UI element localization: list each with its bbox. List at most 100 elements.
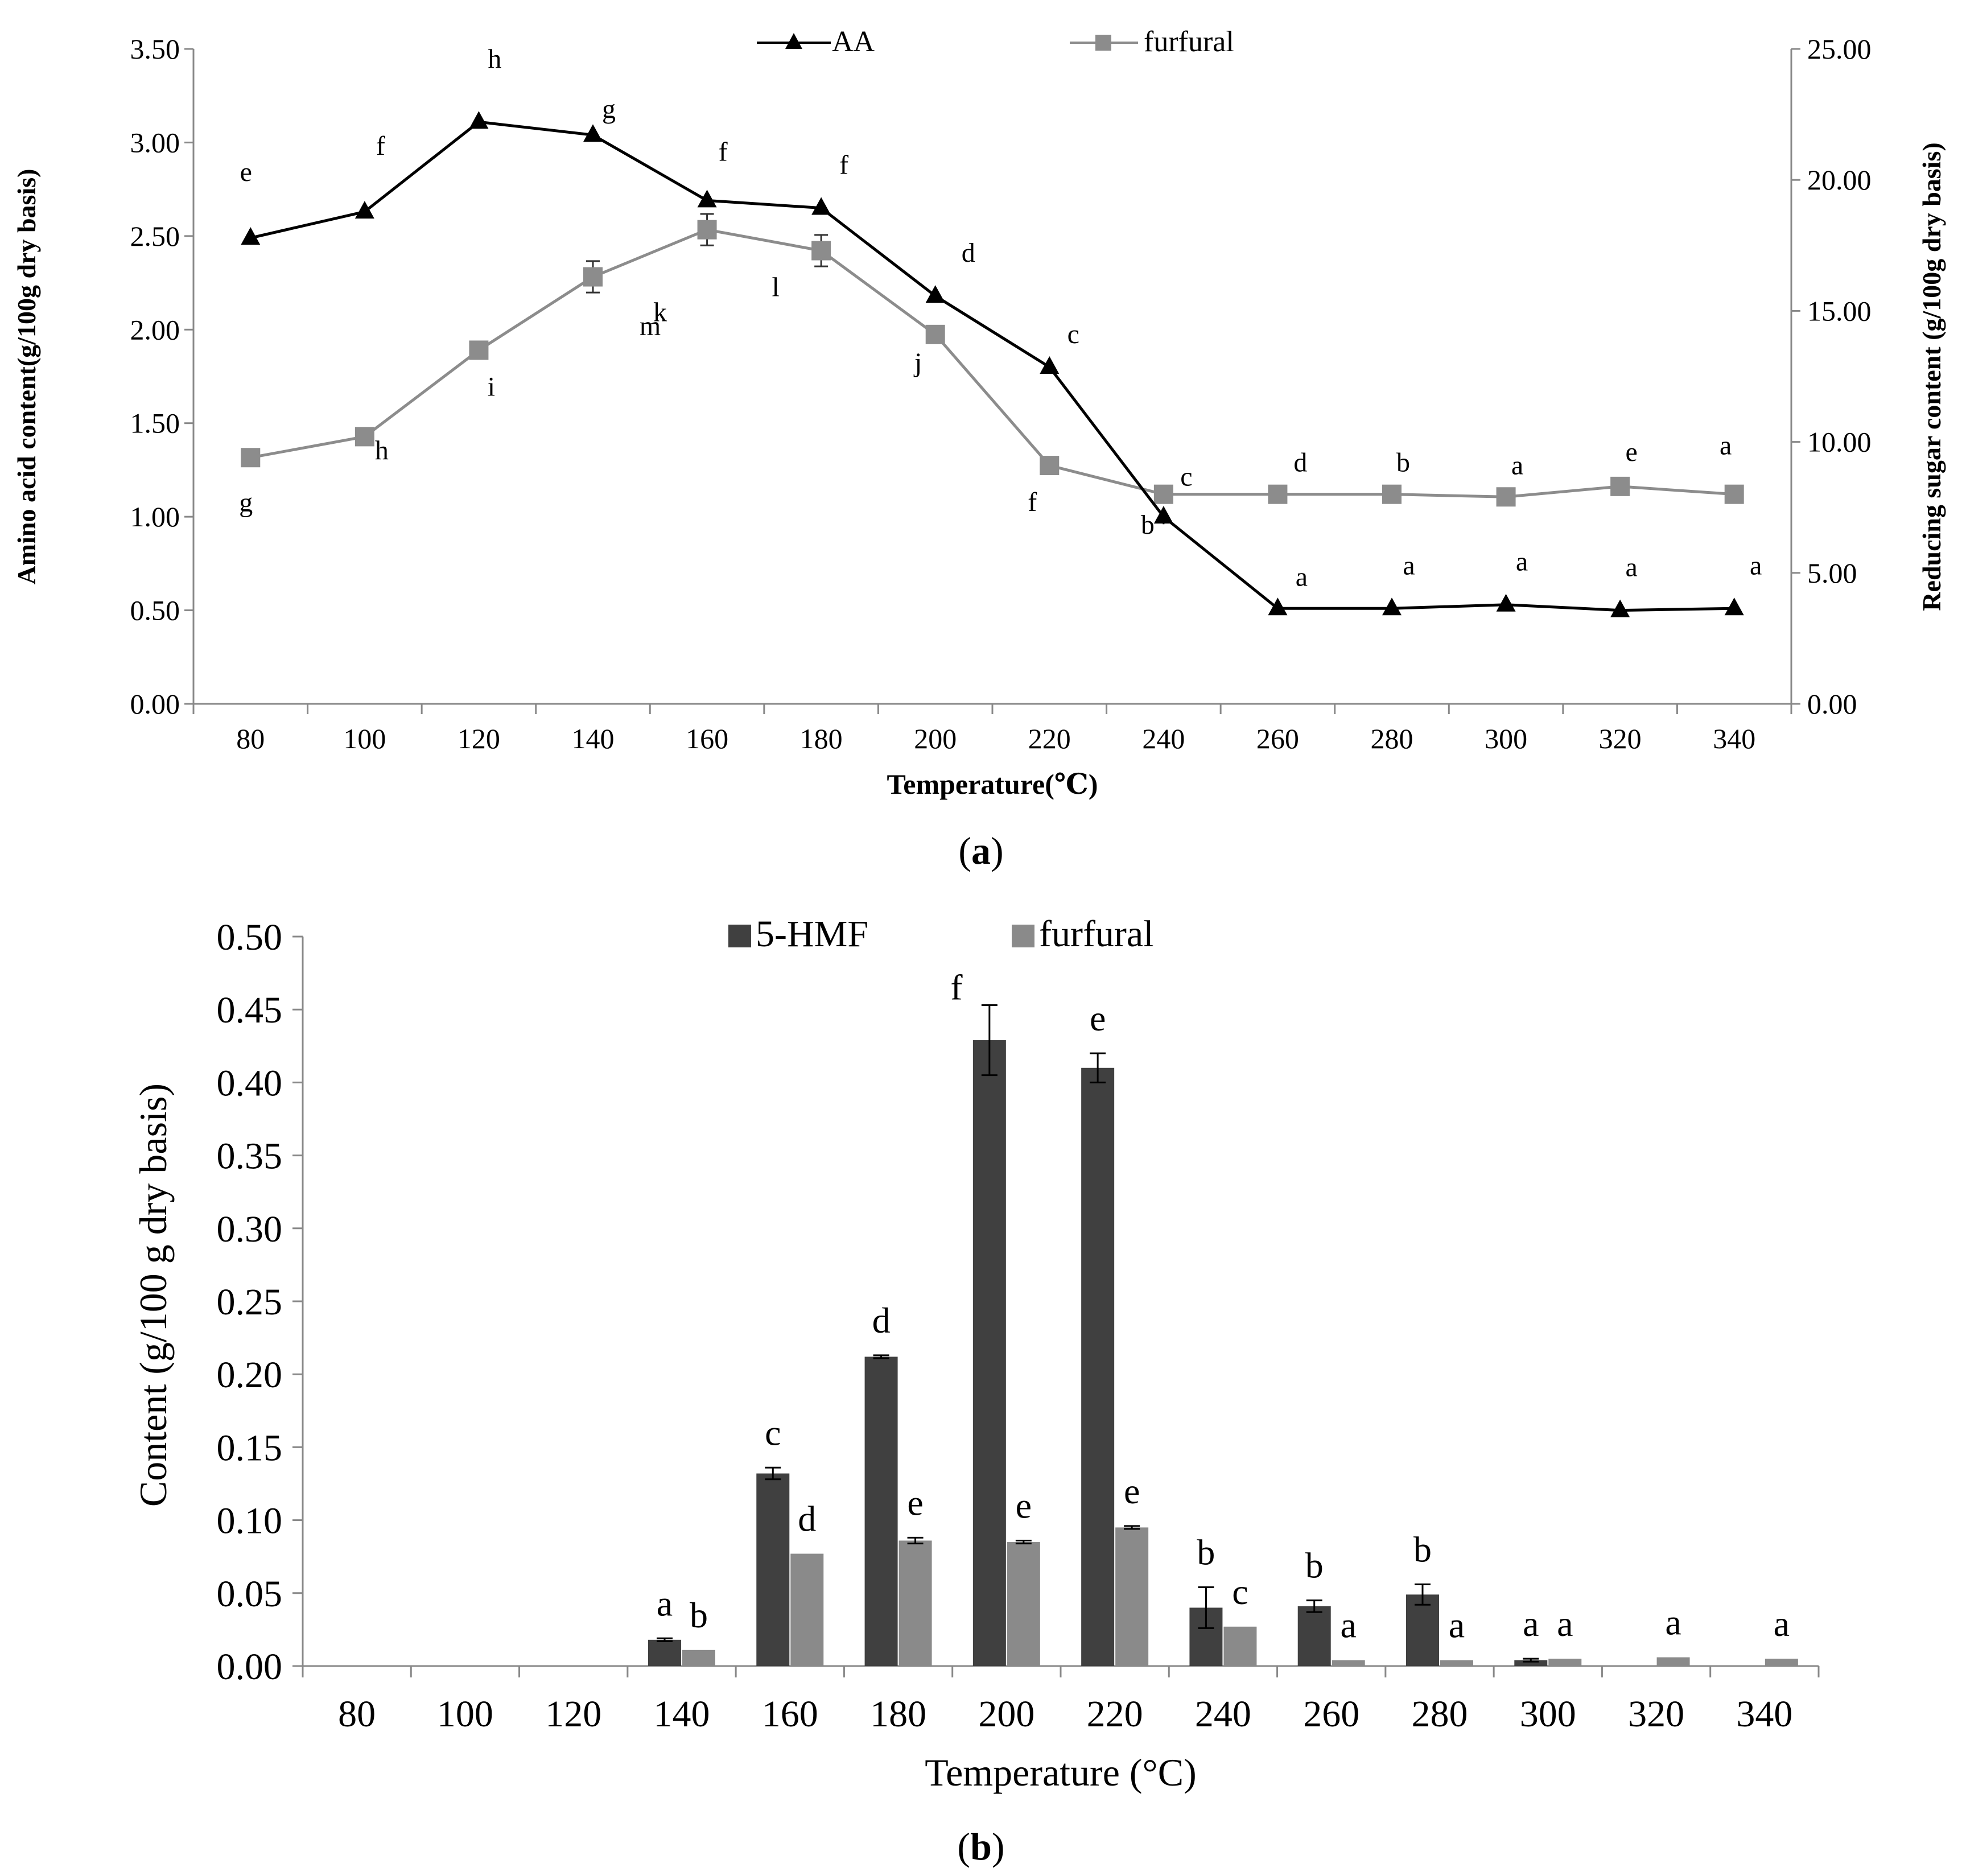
reducing-sugar-point	[1040, 456, 1060, 476]
aa-significance-letter: f	[719, 137, 728, 167]
furfural-significance-letter: e	[1124, 1471, 1140, 1511]
b-y-tick-label: 0.50	[217, 917, 283, 958]
a-panel-label: (a)	[958, 829, 1003, 872]
b-x-tick-label: 200	[978, 1693, 1034, 1735]
b-y-axis-title: Content (g/100 g dry basis)	[131, 1083, 175, 1507]
a-x-tick-label: 220	[1028, 723, 1071, 754]
b-legend: 5-HMF furfural	[728, 913, 1154, 955]
b-y-tick-label: 0.10	[217, 1500, 283, 1542]
furfural-bar	[1223, 1626, 1257, 1666]
hmf-bar	[648, 1639, 681, 1666]
reducing-sugar-point	[583, 267, 603, 287]
reducing-sugar-significance-letter: c	[1180, 462, 1192, 492]
aa-significance-letter: f	[376, 131, 385, 161]
aa-significance-letter: a	[1403, 550, 1415, 580]
furfural-bar	[682, 1650, 715, 1666]
legend-hmf-swatch	[728, 925, 751, 947]
a-y2-tick-label: 5.00	[1807, 557, 1857, 589]
b-x-tick-label: 220	[1087, 1693, 1143, 1735]
furfural-bar	[790, 1553, 824, 1666]
furfural-significance-letter: a	[1557, 1603, 1573, 1644]
aa-point	[811, 197, 831, 215]
b-y-tick-label: 0.00	[217, 1646, 283, 1688]
aa-line	[250, 120, 1734, 612]
a-x-tick-label: 240	[1142, 723, 1185, 754]
a-y2-tick-label: 25.00	[1807, 33, 1872, 65]
a-y2-axis-title: Reducing sugar content (g/100g dry basis…	[1917, 142, 1946, 611]
b-x-tick-label: 180	[870, 1693, 926, 1735]
b-y-tick-label: 0.35	[217, 1136, 283, 1177]
hmf-bar	[972, 1040, 1006, 1666]
hmf-significance-letter: a	[657, 1583, 673, 1623]
a-x-tick-label: 260	[1256, 723, 1299, 754]
aa-point	[1040, 356, 1060, 374]
aa-significance-letter: d	[962, 238, 975, 268]
hmf-significance-letter: b	[1413, 1529, 1432, 1569]
legend-aa-label: AA	[832, 26, 875, 58]
furfural-bar	[1115, 1527, 1149, 1666]
reducing-sugar-significance-letter: e	[1625, 437, 1637, 467]
aa-significance-letter: h	[488, 44, 501, 74]
panel-a-line-chart: 0.00 0.50 1.00 1.50 2.00 2.50 3.00 3.50 0.00 5.0…	[12, 26, 1946, 872]
b-x-ticks: 80 100 120 140 160 180 200 220 240 260 280 300 320 34…	[302, 1666, 1820, 1735]
b-y-tick-label: 0.30	[217, 1209, 283, 1250]
a-y-ticks: 0.00 0.50 1.00 1.50 2.00 2.50 3.00 3.50	[130, 33, 193, 720]
a-y-tick-label: 2.00	[130, 314, 180, 345]
b-y-tick-label: 0.20	[217, 1354, 283, 1396]
a-x-tick-label: 320	[1599, 723, 1642, 754]
reducing-sugar-point	[811, 241, 831, 261]
a-y-tick-label: 3.00	[130, 126, 180, 158]
b-x-tick-label: 160	[762, 1693, 818, 1735]
aa-point	[1610, 599, 1630, 617]
reducing-sugar-significance-letter: m	[640, 311, 661, 341]
hmf-bar	[1406, 1594, 1439, 1666]
b-x-tick-label: 80	[338, 1693, 376, 1735]
aa-point	[925, 285, 945, 303]
reducing-sugar-point	[355, 427, 374, 447]
a-y-tick-label: 3.50	[130, 33, 180, 65]
reducing-sugar-point	[1268, 484, 1288, 504]
aa-significance-letter: a	[1296, 562, 1308, 592]
b-x-tick-label: 100	[437, 1693, 493, 1735]
a-x-tick-label: 100	[343, 723, 386, 754]
a-series-reducing-sugar	[241, 213, 1744, 507]
reducing-sugar-significance-letter: f	[1028, 487, 1037, 517]
reducing-sugar-point	[1496, 487, 1516, 507]
aa-point	[469, 111, 489, 129]
furfural-significance-letter: a	[1774, 1603, 1790, 1644]
b-x-tick-label: 340	[1736, 1693, 1792, 1735]
furfural-significance-letter: d	[798, 1499, 816, 1539]
a-x-tick-label: 80	[236, 723, 265, 754]
hmf-significance-letter: b	[1305, 1545, 1324, 1586]
legend-furfural-swatch	[1012, 925, 1034, 947]
aa-significance-letter: a	[1625, 553, 1637, 583]
a-y-tick-label: 0.00	[130, 688, 180, 720]
reducing-sugar-line	[250, 228, 1734, 498]
furfural-bar	[1765, 1659, 1798, 1666]
b-x-tick-label: 260	[1303, 1693, 1359, 1735]
b-x-tick-label: 320	[1628, 1693, 1684, 1735]
b-x-tick-label: 300	[1520, 1693, 1576, 1735]
aa-significance-letter: f	[839, 150, 848, 180]
b-y-tick-label: 0.05	[217, 1573, 283, 1615]
a-x-tick-label: 180	[800, 723, 843, 754]
a-x-tick-label: 280	[1371, 723, 1413, 754]
hmf-significance-letter: a	[1523, 1603, 1539, 1644]
aa-significance-letter: g	[602, 94, 616, 124]
legend-furfural-label: furfural	[1039, 913, 1154, 955]
b-y-tick-label: 0.45	[217, 989, 283, 1031]
a-y-tick-label: 2.50	[130, 220, 180, 252]
b-x-axis-title: Temperature (°C)	[925, 1751, 1196, 1794]
b-y-tick-label: 0.25	[217, 1281, 283, 1323]
a-y2-tick-label: 10.00	[1807, 426, 1872, 458]
b-y-ticks: 0.00 0.05 0.10 0.15 0.20 0.25 0.30 0.35 0.40 0.45…	[217, 917, 303, 1688]
legend-sugar-label: furfural	[1144, 26, 1234, 58]
b-y-tick-label: 0.40	[217, 1062, 283, 1104]
legend-sugar-marker	[1095, 35, 1111, 51]
a-x-axis-title: Temperature(℃)	[887, 768, 1098, 800]
a-y-tick-label: 1.50	[130, 407, 180, 439]
hmf-significance-letter: f	[950, 967, 963, 1008]
aa-point	[355, 201, 374, 219]
